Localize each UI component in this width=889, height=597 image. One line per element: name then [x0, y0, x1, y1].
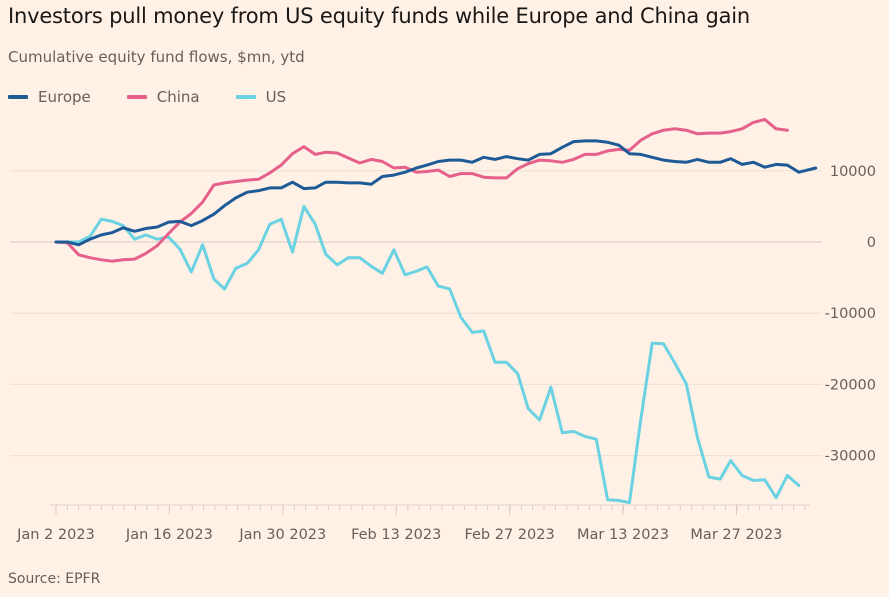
- chart-title: Investors pull money from US equity fund…: [8, 4, 751, 28]
- x-tick-label: Feb 13 2023: [351, 527, 441, 543]
- legend-label-us: US: [265, 88, 287, 106]
- x-tick-label: Mar 13 2023: [577, 527, 669, 543]
- legend-item-china: China: [126, 88, 200, 106]
- x-tick-label: Mar 27 2023: [690, 527, 782, 543]
- series-line-europe: [54, 139, 818, 247]
- legend-item-europe: Europe: [8, 88, 91, 106]
- y-tick-label: -20000: [825, 377, 876, 393]
- legend-label-china: China: [156, 88, 200, 106]
- legend: Europe China US: [8, 88, 322, 106]
- y-tick-label: -10000: [825, 306, 876, 322]
- legend-item-us: US: [235, 88, 287, 106]
- source-note: Source: EPFR: [8, 571, 101, 587]
- y-tick-label: 0: [867, 235, 876, 251]
- legend-swatch-us: [235, 95, 256, 99]
- series-line-us: [54, 204, 801, 505]
- legend-swatch-china: [126, 95, 147, 99]
- x-tick-label: Jan 2 2023: [16, 527, 95, 543]
- x-tick-label: Feb 27 2023: [464, 527, 554, 543]
- y-tick-label: 10000: [830, 164, 876, 180]
- legend-swatch-europe: [8, 95, 28, 99]
- x-tick-label: Jan 30 2023: [238, 527, 326, 543]
- chart-subtitle: Cumulative equity fund flows, $mn, ytd: [8, 48, 305, 66]
- y-tick-label: -30000: [825, 449, 876, 465]
- series-line-china: [54, 118, 789, 263]
- legend-label-europe: Europe: [38, 88, 91, 106]
- x-tick-label: Jan 16 2023: [125, 527, 213, 543]
